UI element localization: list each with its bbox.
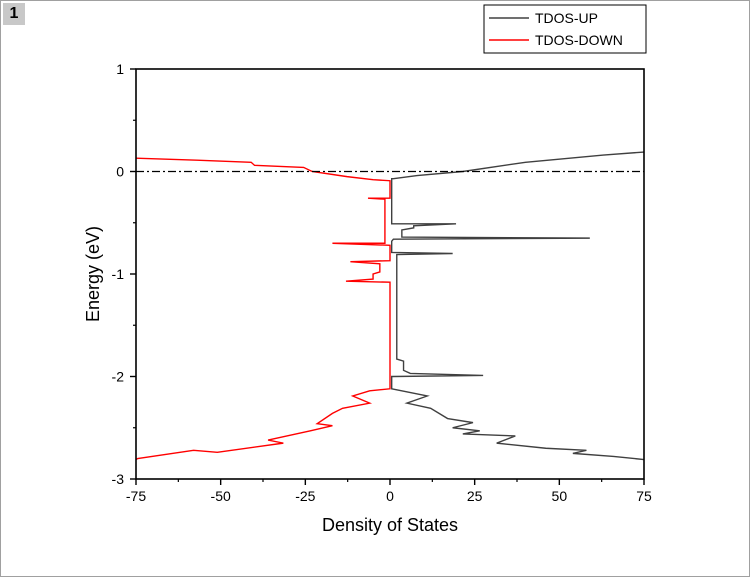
y-tick-label: 1 [116,61,124,77]
x-tick-label: 75 [636,488,652,504]
y-tick-label: -1 [112,266,125,282]
legend-label: TDOS-DOWN [535,32,623,48]
x-axis-label: Density of States [322,515,458,535]
x-tick-label: -75 [126,488,146,504]
y-tick-label: 0 [116,164,124,180]
y-axis-label: Energy (eV) [83,226,103,322]
x-tick-label: 50 [552,488,568,504]
x-tick-label: -25 [295,488,315,504]
series-tdos-down [135,157,391,461]
x-tick-label: -50 [211,488,231,504]
x-tick-label: 25 [467,488,483,504]
legend-label: TDOS-UP [535,10,598,26]
plot-frame [135,68,645,480]
layer-tab[interactable]: 1 [3,3,25,25]
y-tick-label: -2 [112,369,125,385]
x-tick-label: 0 [386,488,394,504]
legend-box [483,4,647,54]
series-tdos-up [390,151,645,461]
y-tick-label: -3 [112,471,125,487]
